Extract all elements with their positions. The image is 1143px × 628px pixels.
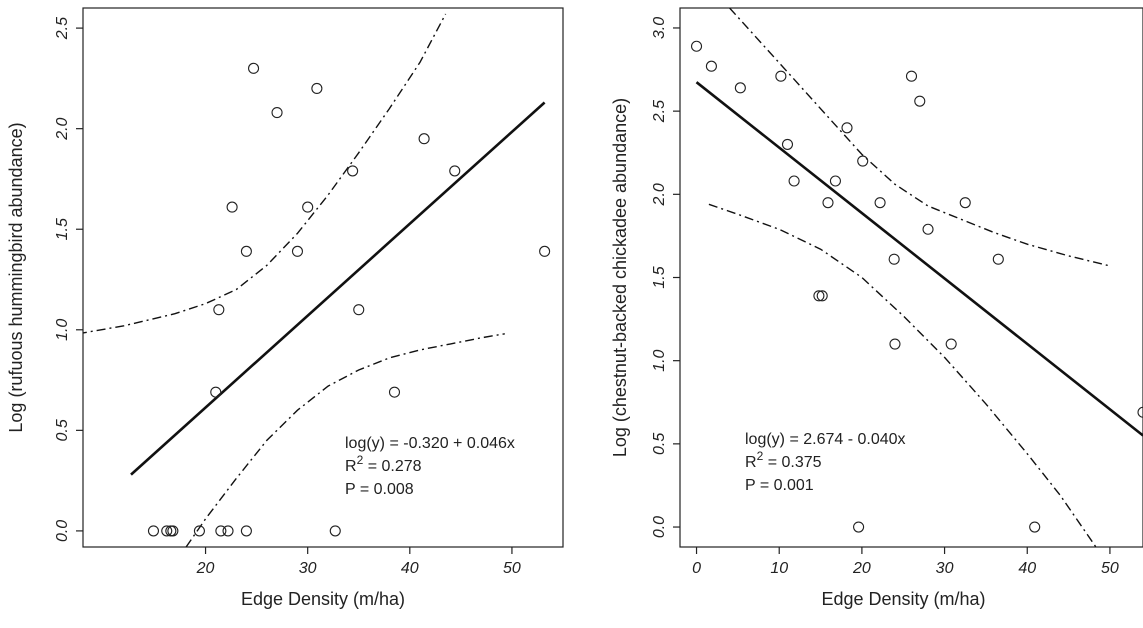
lower-confidence-curve xyxy=(185,333,505,547)
data-point xyxy=(353,304,365,316)
data-point xyxy=(539,245,551,257)
data-point xyxy=(734,82,746,94)
y-tick-label: 1.0 xyxy=(651,349,668,371)
data-point xyxy=(193,525,205,537)
regression-line xyxy=(130,101,546,476)
data-point xyxy=(775,70,787,82)
data-point xyxy=(222,525,234,537)
y-tick-label: 0.0 xyxy=(651,516,668,538)
data-point xyxy=(248,62,260,74)
regression-line xyxy=(695,81,1143,437)
y-tick-label: 2.0 xyxy=(54,117,71,140)
data-point xyxy=(213,304,225,316)
y-tick-label: 1.0 xyxy=(54,319,71,341)
data-point xyxy=(271,107,283,119)
data-point xyxy=(874,197,886,209)
plot-frame xyxy=(82,7,564,548)
p-value-label: P = 0.001 xyxy=(745,477,814,494)
plot-area xyxy=(83,13,551,547)
data-point xyxy=(347,165,359,177)
data-point xyxy=(449,165,461,177)
data-point xyxy=(167,525,179,537)
y-tick-label: 1.5 xyxy=(651,266,668,288)
data-point xyxy=(813,290,825,302)
data-point xyxy=(240,525,252,537)
data-point xyxy=(922,223,934,235)
y-axis-title: Log (rufuous hummingbird abundance) xyxy=(6,122,26,432)
data-point xyxy=(822,197,834,209)
data-point xyxy=(1137,406,1143,418)
lower-confidence-curve xyxy=(708,203,1097,547)
y-axis-title: Log (chestnut-backed chickadee abundance… xyxy=(610,98,630,457)
data-point xyxy=(945,338,957,350)
data-point xyxy=(992,253,1004,265)
x-tick-label: 30 xyxy=(299,560,317,577)
data-point xyxy=(147,525,160,537)
upper-confidence-curve xyxy=(83,13,447,334)
y-tick-label: 2.5 xyxy=(54,17,71,40)
data-point xyxy=(329,525,341,537)
x-axis-title: Edge Density (m/ha) xyxy=(821,589,985,609)
y-tick-label: 2.0 xyxy=(651,183,668,206)
data-point xyxy=(418,133,430,145)
equation-label: log(y) = -0.320 + 0.046x xyxy=(345,435,515,452)
x-tick-label: 50 xyxy=(1101,560,1119,577)
x-tick-label: 50 xyxy=(503,560,521,577)
data-point xyxy=(914,95,926,107)
x-tick-label: 20 xyxy=(852,560,871,577)
data-point xyxy=(1029,521,1041,533)
data-point xyxy=(215,525,227,537)
x-tick-label: 10 xyxy=(770,560,788,577)
panel-hummingbird: 20 30 40 50 0.0 0.5 1.0 1.5 2.0 2.5 Edge Density (… xyxy=(6,7,564,609)
x-tick-label: 40 xyxy=(401,560,419,577)
data-point xyxy=(889,338,901,350)
data-point xyxy=(226,201,238,213)
x-axis-title: Edge Density (m/ha) xyxy=(241,589,405,609)
y-tick-label: 3.0 xyxy=(651,17,668,39)
y-tick-label: 0.0 xyxy=(54,520,71,542)
data-point xyxy=(690,40,703,52)
r-squared-label: R2 = 0.278 xyxy=(345,453,422,475)
panel-chickadee: 0 10 20 30 40 50 0.0 0.5 1.0 1.5 2.0 2.5 3.0 Edge Den… xyxy=(610,7,1143,609)
data-point xyxy=(857,155,869,167)
data-point xyxy=(959,197,971,209)
data-point xyxy=(240,245,252,257)
data-point xyxy=(781,138,794,150)
data-point xyxy=(291,245,304,257)
data-point xyxy=(311,82,323,94)
data-point xyxy=(816,290,828,302)
data-point xyxy=(302,201,314,213)
data-point xyxy=(210,386,222,398)
y-tick-label: 1.5 xyxy=(54,218,71,240)
plot-area xyxy=(690,8,1143,547)
data-point xyxy=(705,60,717,72)
data-point xyxy=(888,253,900,265)
data-point xyxy=(841,122,853,134)
data-point xyxy=(788,175,800,187)
data-point xyxy=(161,525,173,537)
p-value-label: P = 0.008 xyxy=(345,481,414,498)
y-tick-label: 2.5 xyxy=(651,100,668,123)
y-tick-label: 0.5 xyxy=(651,433,668,455)
data-point xyxy=(388,386,401,398)
data-point xyxy=(905,70,918,82)
r-squared-label: R2 = 0.375 xyxy=(745,449,822,471)
upper-confidence-curve xyxy=(729,8,1111,267)
x-tick-label: 30 xyxy=(936,560,954,577)
data-point xyxy=(853,521,865,533)
x-tick-label: 40 xyxy=(1018,560,1036,577)
y-tick-label: 0.5 xyxy=(54,419,71,441)
x-tick-label: 0 xyxy=(692,560,701,577)
data-point xyxy=(829,175,841,187)
x-tick-label: 20 xyxy=(196,560,215,577)
equation-label: log(y) = 2.674 - 0.040x xyxy=(745,431,906,448)
